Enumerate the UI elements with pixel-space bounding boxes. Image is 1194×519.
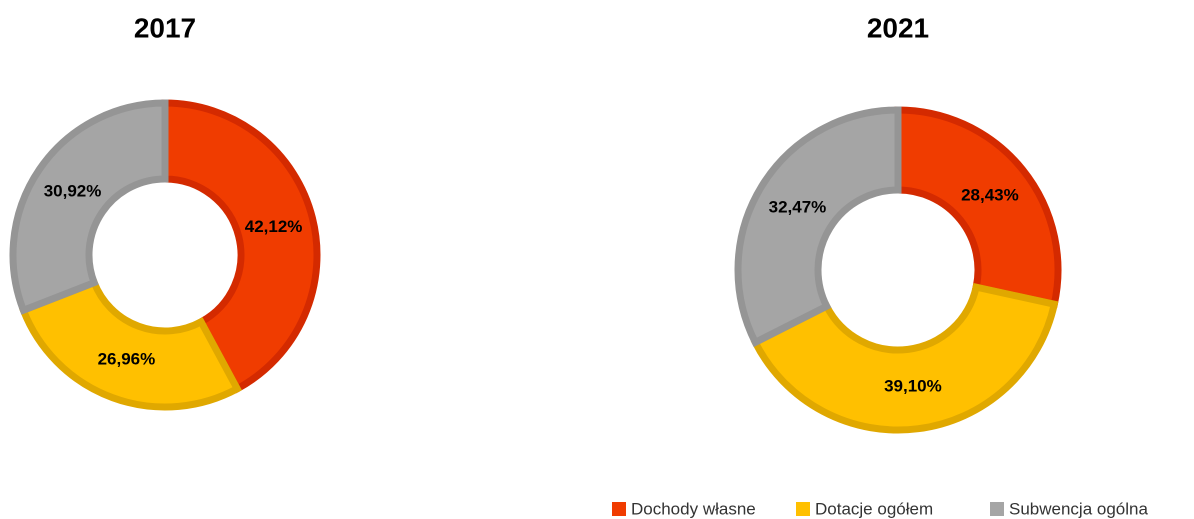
- value-label: 30,92%: [44, 181, 102, 200]
- legend-label: Dotacje ogółem: [815, 499, 933, 518]
- legend-swatch: [796, 502, 810, 516]
- value-label: 42,12%: [245, 217, 303, 236]
- legend-label: Subwencja ogólna: [1009, 499, 1148, 518]
- value-label: 26,96%: [98, 350, 156, 369]
- value-label: 32,47%: [769, 198, 827, 217]
- donut-segment: [9, 99, 169, 315]
- donut-segment: [734, 106, 902, 348]
- legend-label: Dochody własne: [631, 499, 756, 518]
- donut-segment: [18, 278, 242, 411]
- legend-swatch: [612, 502, 626, 516]
- donut-segment: [894, 106, 1062, 309]
- legend-swatch: [990, 502, 1004, 516]
- donut-segment: [750, 282, 1059, 434]
- value-label: 39,10%: [884, 377, 942, 396]
- chart-title: 2021: [867, 12, 929, 43]
- chart-title: 2017: [134, 12, 196, 43]
- value-label: 28,43%: [961, 186, 1019, 205]
- donut-segment: [161, 99, 321, 394]
